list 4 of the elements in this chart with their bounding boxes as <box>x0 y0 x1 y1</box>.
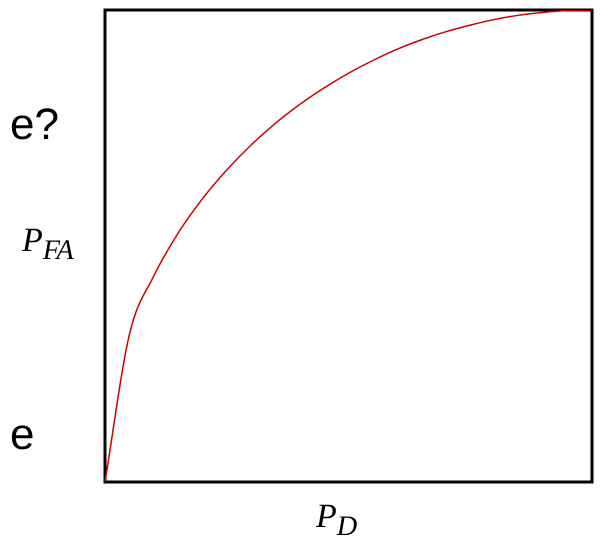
x-axis-title: P$_{D}$ <box>316 498 358 543</box>
text: e? <box>10 100 59 150</box>
y-axis-title: P$_{FA}$ <box>22 222 74 267</box>
text: e <box>10 410 34 460</box>
